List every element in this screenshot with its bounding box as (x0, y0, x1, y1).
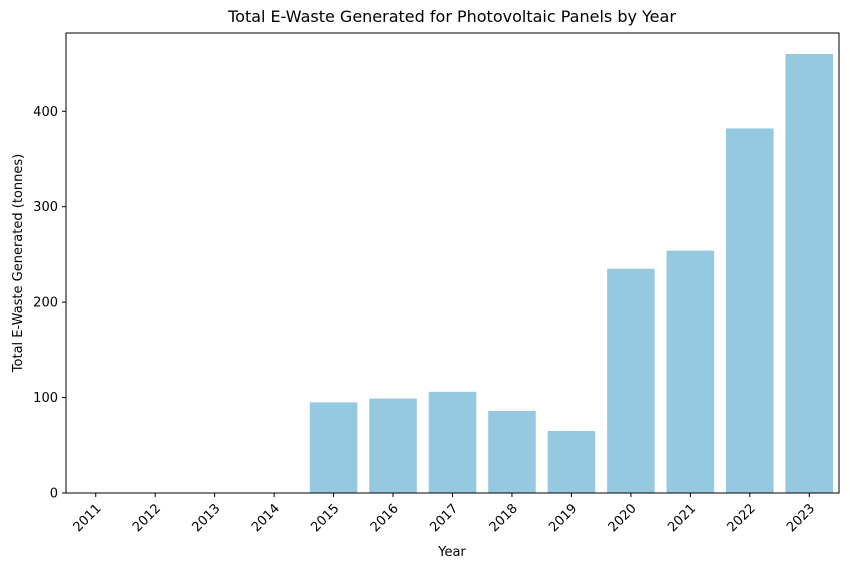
bar-2018 (488, 410, 536, 493)
x-tick-label-2016: 2016 (368, 501, 402, 535)
bar-2019 (547, 430, 596, 493)
x-tick-label-2020: 2020 (606, 501, 640, 535)
x-tick-label-2017: 2017 (427, 501, 461, 535)
bar-2016 (369, 398, 417, 493)
y-axis-label: Total E-Waste Generated (tonnes) (11, 154, 26, 373)
bar-2021 (666, 250, 715, 493)
bars-layer (309, 54, 834, 493)
y-tick-label: 200 (33, 296, 58, 311)
x-tick-label-2023: 2023 (784, 501, 818, 535)
x-tick-label-2015: 2015 (308, 501, 342, 535)
y-tick-label: 100 (33, 391, 58, 406)
y-tick-label: 400 (33, 105, 58, 120)
y-tick-label: 0 (50, 487, 58, 502)
bar-2023 (785, 54, 834, 493)
x-tick-label-2012: 2012 (130, 501, 164, 535)
x-tick-label-2013: 2013 (189, 501, 223, 535)
y-axis-ticks: 0 100 200 300 400 (33, 105, 66, 502)
bar-2015 (309, 402, 358, 493)
x-tick-label-2011: 2011 (71, 501, 105, 535)
x-tick-label-2018: 2018 (487, 501, 521, 535)
x-tick-label-2021: 2021 (665, 501, 699, 535)
x-axis-ticks: 2011 2012 2013 2014 2015 2016 2017 2018 2019 2020… (71, 493, 818, 535)
bar-2017 (428, 391, 477, 493)
x-tick-label-2014: 2014 (249, 501, 283, 535)
y-tick-label: 300 (33, 200, 58, 215)
x-tick-label-2022: 2022 (725, 501, 759, 535)
bar-2022 (726, 128, 774, 493)
x-axis-label: Year (437, 545, 466, 560)
chart-title: Total E-Waste Generated for Photovoltaic… (227, 7, 676, 26)
x-tick-label-2019: 2019 (546, 501, 580, 535)
bar-2020 (607, 268, 655, 493)
